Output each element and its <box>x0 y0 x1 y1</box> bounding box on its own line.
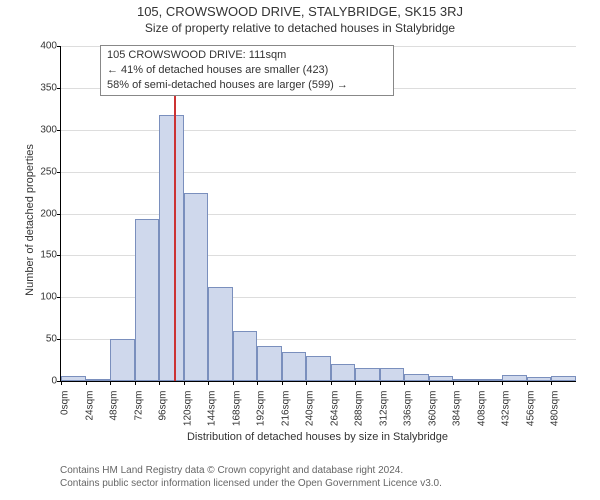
annotation-line-1: 105 CROWSWOOD DRIVE: 111sqm <box>107 48 387 63</box>
xtick-label: 360sqm <box>427 391 438 427</box>
xtick-mark <box>355 381 356 385</box>
xtick-mark <box>110 381 111 385</box>
histogram-bar <box>257 346 282 381</box>
histogram-bar <box>86 379 111 381</box>
xtick-label: 168sqm <box>231 391 242 427</box>
xtick-label: 24sqm <box>84 391 95 421</box>
x-axis-label: Distribution of detached houses by size … <box>60 431 575 443</box>
histogram-bar <box>478 379 503 382</box>
xtick-mark <box>282 381 283 385</box>
histogram-bar <box>110 339 135 381</box>
xtick-label: 288sqm <box>354 391 365 427</box>
xtick-label: 264sqm <box>329 391 340 427</box>
ytick-label: 150 <box>40 250 57 261</box>
xtick-mark <box>502 381 503 385</box>
xtick-label: 0sqm <box>60 391 71 415</box>
plot-region: 0501001502002503003504000sqm24sqm48sqm72… <box>60 46 576 382</box>
histogram-bar <box>282 352 307 381</box>
xtick-mark <box>86 381 87 385</box>
xtick-mark <box>135 381 136 385</box>
y-axis-label: Number of detached properties <box>24 120 36 320</box>
histogram-bar <box>61 376 86 381</box>
xtick-mark <box>527 381 528 385</box>
gridline <box>61 214 576 215</box>
ytick-mark <box>57 130 61 131</box>
annotation-box: 105 CROWSWOOD DRIVE: 111sqm ← 41% of det… <box>100 45 394 96</box>
xtick-label: 240sqm <box>305 391 316 427</box>
ytick-mark <box>57 88 61 89</box>
ytick-mark <box>57 46 61 47</box>
footer-line-1: Contains HM Land Registry data © Crown c… <box>60 465 442 478</box>
ytick-label: 0 <box>51 376 57 387</box>
xtick-label: 96sqm <box>158 391 169 421</box>
xtick-mark <box>478 381 479 385</box>
ytick-label: 50 <box>46 334 57 345</box>
xtick-label: 120sqm <box>182 391 193 427</box>
xtick-label: 216sqm <box>280 391 291 427</box>
histogram-bar <box>233 331 258 381</box>
xtick-mark <box>306 381 307 385</box>
xtick-mark <box>404 381 405 385</box>
histogram-bar <box>184 193 209 381</box>
histogram-bar <box>380 368 405 381</box>
xtick-label: 384sqm <box>452 391 463 427</box>
xtick-label: 312sqm <box>378 391 389 427</box>
chart-container: 105, CROWSWOOD DRIVE, STALYBRIDGE, SK15 … <box>0 0 600 500</box>
footer-line-2: Contains public sector information licen… <box>60 478 442 491</box>
histogram-bar <box>551 376 576 381</box>
ytick-mark <box>57 172 61 173</box>
histogram-bar <box>159 115 184 381</box>
ytick-label: 100 <box>40 292 57 303</box>
xtick-mark <box>257 381 258 385</box>
xtick-label: 192sqm <box>256 391 267 427</box>
histogram-bar <box>404 374 429 381</box>
xtick-mark <box>551 381 552 385</box>
xtick-label: 144sqm <box>207 391 218 427</box>
ytick-mark <box>57 214 61 215</box>
histogram-bar <box>453 379 478 382</box>
xtick-label: 408sqm <box>476 391 487 427</box>
annotation-line-2: ← 41% of detached houses are smaller (42… <box>107 63 387 78</box>
histogram-bar <box>331 364 356 381</box>
ytick-mark <box>57 297 61 298</box>
footer-attribution: Contains HM Land Registry data © Crown c… <box>60 465 442 490</box>
xtick-mark <box>159 381 160 385</box>
ytick-label: 250 <box>40 166 57 177</box>
histogram-bar <box>502 375 527 381</box>
histogram-bar <box>208 287 233 381</box>
xtick-mark <box>331 381 332 385</box>
histogram-bar <box>135 219 160 381</box>
gridline <box>61 130 576 131</box>
xtick-mark <box>429 381 430 385</box>
xtick-mark <box>61 381 62 385</box>
ytick-mark <box>57 339 61 340</box>
gridline <box>61 172 576 173</box>
xtick-label: 336sqm <box>403 391 414 427</box>
ytick-mark <box>57 255 61 256</box>
xtick-mark <box>208 381 209 385</box>
annotation-line-3: 58% of semi-detached houses are larger (… <box>107 78 387 93</box>
histogram-bar <box>355 368 380 381</box>
xtick-label: 72sqm <box>133 391 144 421</box>
histogram-bar <box>306 356 331 381</box>
xtick-label: 48sqm <box>109 391 120 421</box>
ytick-label: 350 <box>40 82 57 93</box>
ytick-label: 400 <box>40 41 57 52</box>
xtick-mark <box>233 381 234 385</box>
xtick-label: 432sqm <box>501 391 512 427</box>
reference-line <box>174 46 176 381</box>
histogram-bar <box>527 377 552 381</box>
xtick-mark <box>184 381 185 385</box>
histogram-bar <box>429 376 454 381</box>
xtick-mark <box>380 381 381 385</box>
xtick-label: 480sqm <box>550 391 561 427</box>
xtick-mark <box>453 381 454 385</box>
ytick-label: 300 <box>40 124 57 135</box>
ytick-label: 200 <box>40 208 57 219</box>
xtick-label: 456sqm <box>525 391 536 427</box>
